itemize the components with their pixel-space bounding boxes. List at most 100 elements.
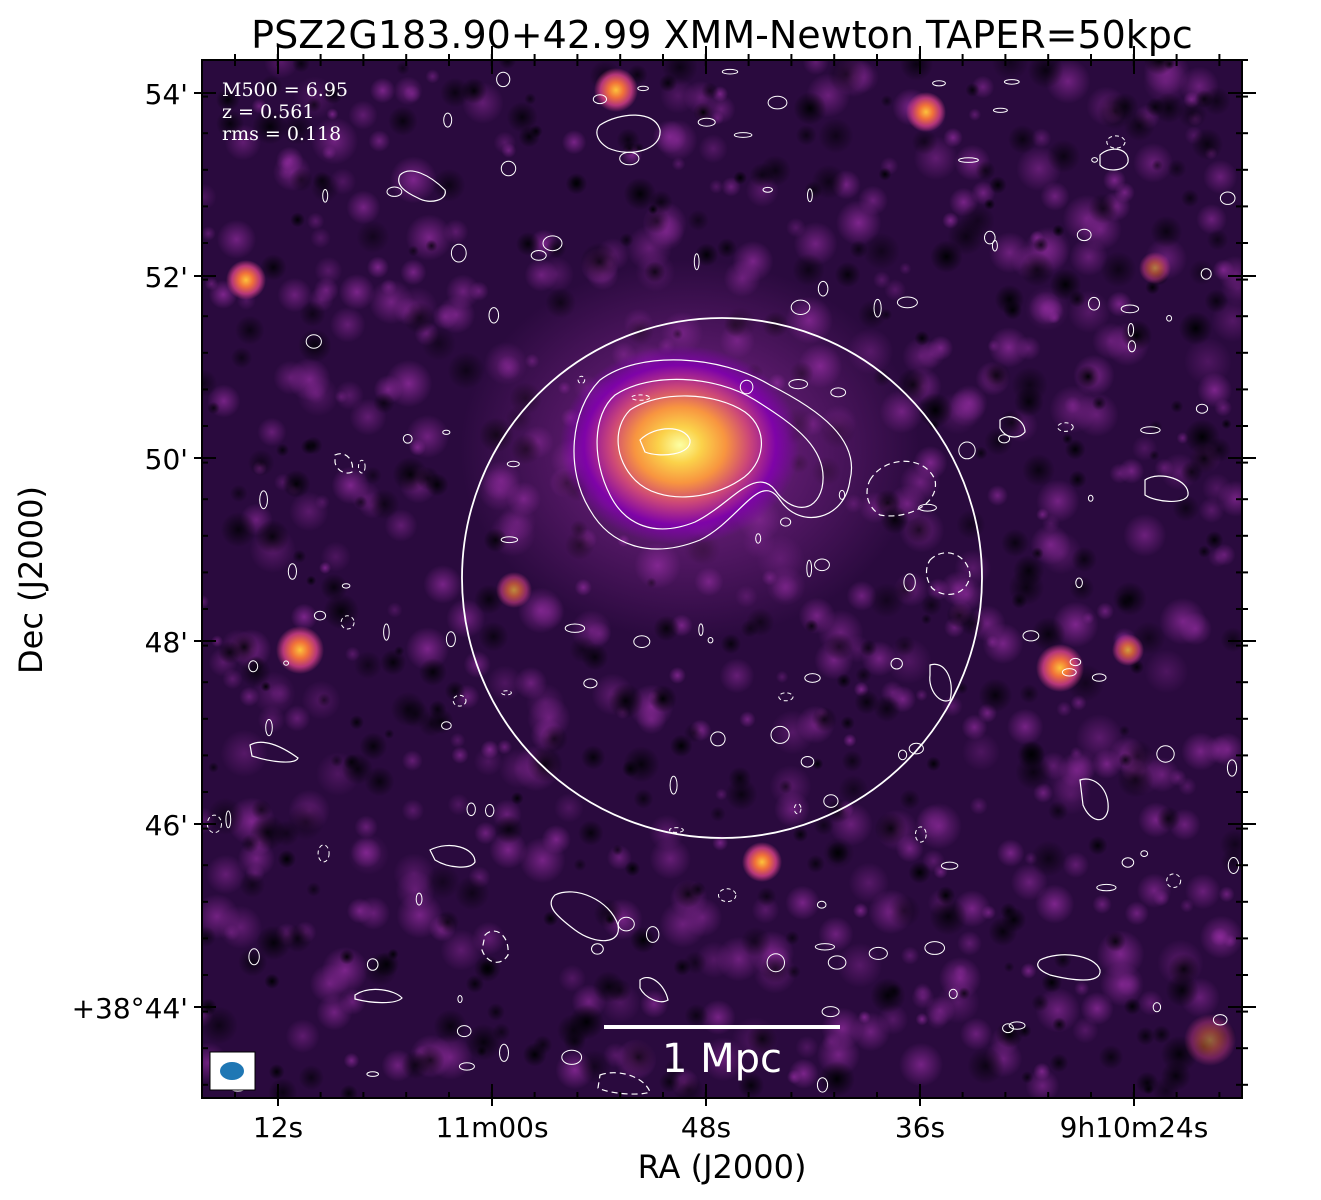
contour-blob bbox=[992, 107, 1008, 113]
contour-small bbox=[1079, 778, 1109, 821]
noise-blob bbox=[1069, 237, 1108, 277]
dark-blob bbox=[486, 1003, 505, 1021]
noise-blob bbox=[943, 127, 963, 148]
dark-blob bbox=[310, 173, 340, 203]
dark-blob bbox=[506, 101, 538, 133]
contour-blob bbox=[500, 536, 519, 544]
noise-blob bbox=[329, 306, 366, 343]
contour-blob bbox=[1140, 426, 1161, 435]
noise-blob bbox=[933, 864, 948, 879]
dark-blob bbox=[1205, 531, 1224, 549]
dark-blob bbox=[1152, 1025, 1171, 1044]
contour-blob bbox=[283, 660, 290, 666]
dark-blob bbox=[818, 1060, 856, 1098]
dark-blob bbox=[930, 240, 963, 273]
dark-blob bbox=[283, 924, 312, 953]
dark-blob bbox=[857, 300, 887, 329]
noise-blob bbox=[1218, 886, 1235, 903]
noise-blob bbox=[346, 190, 381, 225]
dark-blob bbox=[693, 102, 714, 123]
x-tick-label: 12s bbox=[253, 1111, 303, 1144]
noise-blob bbox=[366, 256, 389, 279]
contour-blob bbox=[1212, 1014, 1228, 1026]
dark-blob bbox=[290, 212, 306, 228]
contour-blob bbox=[496, 71, 511, 88]
dark-blob bbox=[792, 253, 825, 287]
dark-blob bbox=[1091, 396, 1107, 411]
noise-blob bbox=[216, 219, 257, 259]
dark-blob bbox=[917, 392, 953, 428]
contour-blob bbox=[707, 637, 714, 644]
dark-blob bbox=[824, 632, 854, 661]
noise-blob bbox=[487, 665, 523, 701]
dark-blob bbox=[1022, 453, 1056, 487]
dark-blob bbox=[304, 436, 323, 455]
dark-blob bbox=[1121, 319, 1153, 351]
dark-blob bbox=[498, 60, 517, 70]
dark-blob bbox=[339, 1084, 358, 1098]
contour-blob bbox=[958, 157, 979, 163]
y-tick-label: 48' bbox=[145, 626, 188, 659]
dark-blob bbox=[1178, 311, 1213, 346]
noise-blob bbox=[900, 946, 920, 965]
contour-blob bbox=[1075, 577, 1083, 589]
noise-blob bbox=[269, 682, 292, 705]
dark-blob bbox=[281, 111, 315, 145]
dark-blob bbox=[1049, 268, 1082, 301]
noise-blob bbox=[1020, 962, 1037, 979]
noise-blob bbox=[785, 885, 820, 921]
contour-blob bbox=[830, 387, 847, 398]
dark-blob bbox=[359, 732, 388, 761]
dark-blob bbox=[260, 254, 287, 281]
contour-blob bbox=[1166, 315, 1173, 322]
dark-blob bbox=[1135, 1071, 1159, 1095]
noise-blob bbox=[474, 821, 497, 845]
noise-blob bbox=[310, 227, 331, 249]
contour-blob bbox=[248, 948, 260, 966]
dark-blob bbox=[647, 204, 659, 215]
noise-blob bbox=[1025, 1068, 1060, 1098]
noise-blob bbox=[1080, 991, 1114, 1026]
contour-small bbox=[999, 416, 1026, 438]
dark-blob bbox=[522, 1042, 547, 1067]
contour-blob bbox=[415, 892, 423, 906]
noise-blob bbox=[384, 509, 418, 542]
noise-blob bbox=[969, 796, 988, 815]
x-tick-label: 36s bbox=[895, 1111, 945, 1144]
dark-blob bbox=[1011, 592, 1028, 609]
negative-contours bbox=[334, 453, 971, 1095]
contour-top bbox=[596, 114, 661, 153]
dark-blob bbox=[855, 667, 872, 684]
dark-blob bbox=[306, 97, 322, 113]
dark-blob bbox=[619, 232, 634, 248]
dark-blob bbox=[317, 693, 331, 707]
dark-blob bbox=[292, 60, 310, 73]
noise-blob bbox=[386, 602, 403, 618]
dark-blob bbox=[353, 651, 383, 680]
point-source bbox=[906, 92, 946, 132]
dark-blob bbox=[899, 60, 934, 81]
dark-blob bbox=[893, 578, 917, 602]
dark-blob bbox=[256, 925, 292, 961]
contour-blob bbox=[633, 635, 651, 648]
noise-blob bbox=[497, 739, 513, 755]
dark-blob bbox=[306, 575, 317, 586]
noise-blob bbox=[848, 862, 890, 903]
contour-blob bbox=[1057, 422, 1074, 432]
dark-blob bbox=[965, 83, 980, 97]
dark-blob bbox=[795, 124, 817, 146]
dark-blob bbox=[255, 519, 290, 554]
noise-blob bbox=[739, 711, 756, 728]
dark-blob bbox=[268, 1077, 298, 1098]
noise-blob bbox=[401, 799, 425, 822]
dark-blob bbox=[1003, 300, 1023, 320]
noise-blob bbox=[795, 1035, 819, 1059]
dark-blob bbox=[811, 706, 837, 733]
dark-blob bbox=[929, 897, 968, 936]
contour-blob bbox=[577, 375, 586, 384]
noise-blob bbox=[257, 417, 287, 447]
dark-blob bbox=[669, 734, 693, 758]
dark-blob bbox=[1144, 60, 1175, 76]
contour-blob bbox=[1088, 296, 1100, 311]
